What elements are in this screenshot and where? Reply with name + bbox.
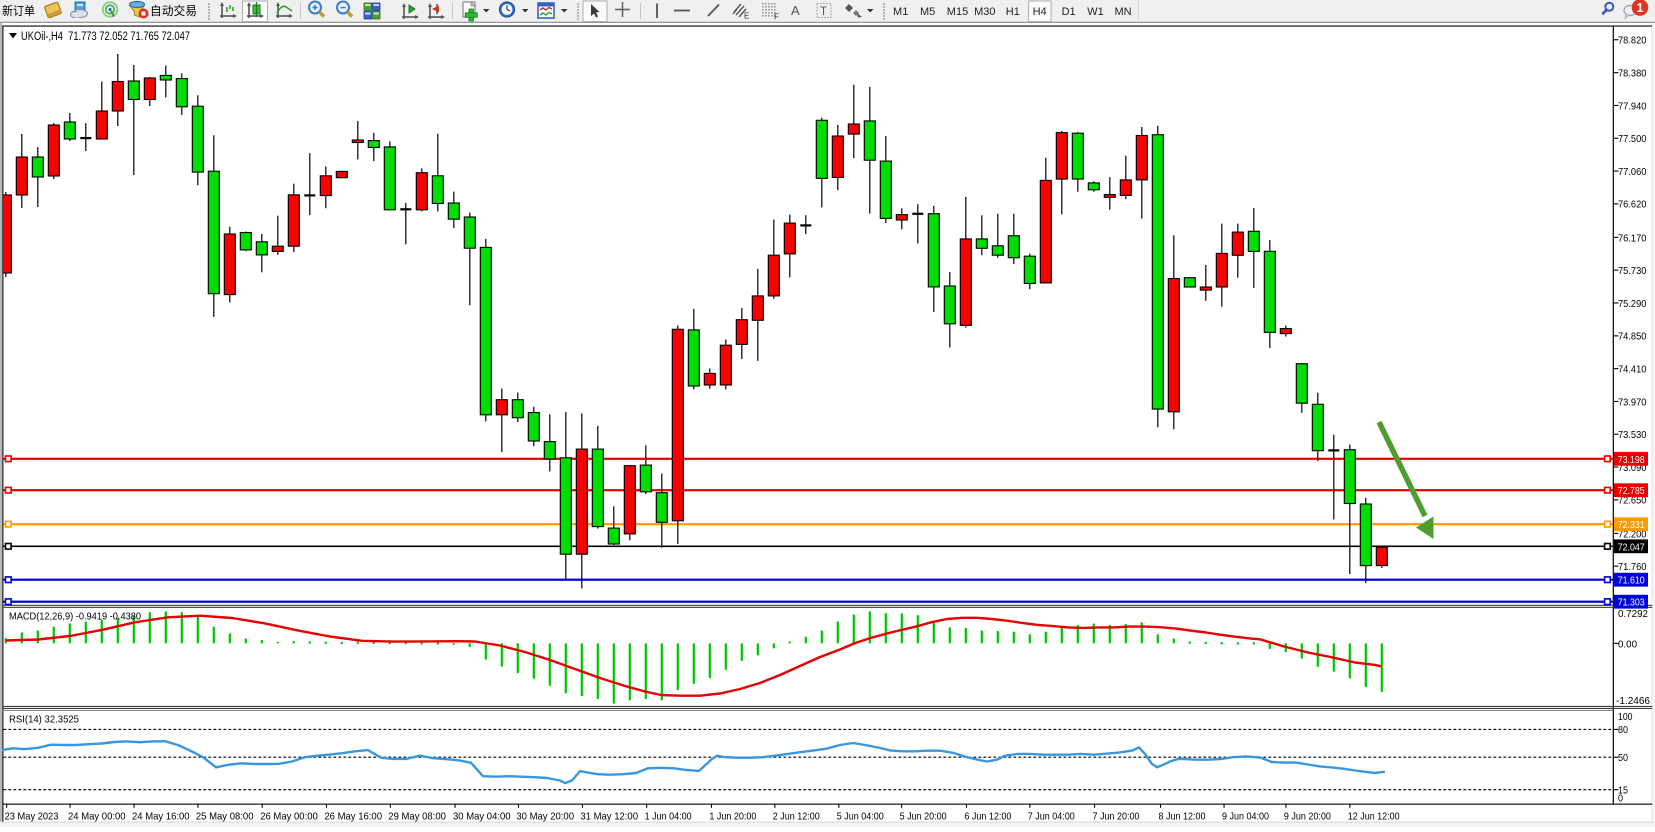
svg-text:73.198: 73.198 xyxy=(1618,454,1645,466)
svg-text:77.940: 77.940 xyxy=(1618,100,1647,112)
svg-text:25 May 08:00: 25 May 08:00 xyxy=(196,811,254,823)
svg-text:6 Jun 12:00: 6 Jun 12:00 xyxy=(964,811,1011,823)
svg-text:UKOil-,H4 71.773 72.052 71.76: UKOil-,H4 71.773 72.052 71.765 72.047 xyxy=(21,31,190,43)
svg-text:1 Jun 04:00: 1 Jun 04:00 xyxy=(645,811,692,823)
svg-text:0.00: 0.00 xyxy=(1618,639,1637,651)
svg-text:72.047: 72.047 xyxy=(1618,541,1645,553)
svg-text:77.500: 77.500 xyxy=(1618,133,1647,145)
svg-text:26 May 00:00: 26 May 00:00 xyxy=(260,811,318,823)
svg-text:-1.2466: -1.2466 xyxy=(1616,695,1650,707)
svg-text:74.850: 74.850 xyxy=(1618,331,1647,343)
svg-text:9 Jun 04:00: 9 Jun 04:00 xyxy=(1222,811,1269,823)
svg-text:24 May 00:00: 24 May 00:00 xyxy=(68,811,126,823)
svg-text:8 Jun 12:00: 8 Jun 12:00 xyxy=(1159,811,1206,823)
svg-text:29 May 08:00: 29 May 08:00 xyxy=(388,811,446,823)
svg-text:H4: H4 xyxy=(1033,6,1047,18)
svg-text:12 Jun 12:00: 12 Jun 12:00 xyxy=(1348,811,1400,823)
svg-text:1 Jun 20:00: 1 Jun 20:00 xyxy=(709,811,756,823)
svg-text:78.820: 78.820 xyxy=(1618,35,1647,47)
svg-text:72.785: 72.785 xyxy=(1618,485,1645,497)
svg-text:76.170: 76.170 xyxy=(1618,232,1647,244)
svg-text:H1: H1 xyxy=(1006,6,1020,18)
svg-text:71.610: 71.610 xyxy=(1618,575,1645,587)
svg-text:72.331: 72.331 xyxy=(1618,519,1645,531)
svg-text:RSI(14) 32.3525: RSI(14) 32.3525 xyxy=(9,714,79,726)
svg-text:73.970: 73.970 xyxy=(1618,396,1647,408)
svg-text:MACD(12,26,9) -0.9419 -0.4380: MACD(12,26,9) -0.9419 -0.4380 xyxy=(9,610,141,622)
svg-text:D1: D1 xyxy=(1062,6,1076,18)
svg-text:30 May 20:00: 30 May 20:00 xyxy=(516,811,574,823)
svg-text:F: F xyxy=(774,13,779,22)
svg-text:7 Jun 20:00: 7 Jun 20:00 xyxy=(1093,811,1140,823)
svg-text:73.530: 73.530 xyxy=(1618,429,1647,441)
svg-text:新订单: 新订单 xyxy=(2,3,35,18)
svg-text:72.200: 72.200 xyxy=(1618,528,1647,540)
svg-text:5 Jun 04:00: 5 Jun 04:00 xyxy=(837,811,884,823)
svg-text:23 May 2023: 23 May 2023 xyxy=(5,811,59,823)
svg-text:31 May 12:00: 31 May 12:00 xyxy=(580,811,638,823)
svg-text:0: 0 xyxy=(1618,793,1623,805)
svg-text:M30: M30 xyxy=(974,6,995,18)
svg-text:76.620: 76.620 xyxy=(1618,199,1647,211)
svg-text:M5: M5 xyxy=(920,6,935,18)
svg-text:75.730: 75.730 xyxy=(1618,265,1647,277)
svg-text:W1: W1 xyxy=(1087,6,1104,18)
svg-text:E: E xyxy=(744,12,749,21)
svg-text:T: T xyxy=(820,6,827,18)
svg-text:MN: MN xyxy=(1114,6,1131,18)
svg-text:26 May 16:00: 26 May 16:00 xyxy=(324,811,382,823)
svg-text:77.060: 77.060 xyxy=(1618,166,1647,178)
svg-text:100: 100 xyxy=(1618,711,1633,723)
svg-text:9 Jun 20:00: 9 Jun 20:00 xyxy=(1284,811,1331,823)
svg-text:15: 15 xyxy=(1618,784,1628,796)
svg-text:0.7292: 0.7292 xyxy=(1618,608,1648,620)
svg-text:24 May 16:00: 24 May 16:00 xyxy=(132,811,190,823)
svg-text:72.650: 72.650 xyxy=(1618,495,1647,507)
svg-text:2 Jun 12:00: 2 Jun 12:00 xyxy=(773,811,820,823)
svg-text:A: A xyxy=(791,3,800,18)
svg-text:80: 80 xyxy=(1618,724,1628,736)
svg-text:7 Jun 04:00: 7 Jun 04:00 xyxy=(1028,811,1075,823)
svg-text:5 Jun 20:00: 5 Jun 20:00 xyxy=(900,811,947,823)
svg-text:30 May 04:00: 30 May 04:00 xyxy=(453,811,511,823)
svg-text:74.410: 74.410 xyxy=(1618,364,1647,376)
svg-text:50: 50 xyxy=(1618,752,1628,764)
svg-text:78.380: 78.380 xyxy=(1618,68,1647,80)
svg-text:75.290: 75.290 xyxy=(1618,298,1647,310)
svg-text:M15: M15 xyxy=(947,6,968,18)
svg-text:自动交易: 自动交易 xyxy=(150,3,197,18)
svg-text:71.760: 71.760 xyxy=(1618,561,1647,573)
svg-text:1: 1 xyxy=(1636,0,1643,15)
svg-text:M1: M1 xyxy=(893,6,908,18)
svg-text:71.303: 71.303 xyxy=(1618,597,1645,609)
